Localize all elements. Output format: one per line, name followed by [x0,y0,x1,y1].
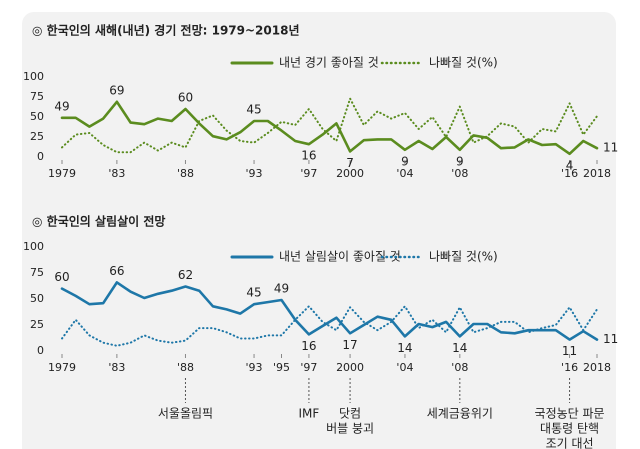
y-tick-label: 100 [23,240,44,253]
data-label: 11 [603,141,618,155]
y-tick-label: 100 [23,70,44,83]
annotation-text: IMF [299,407,320,421]
legend-label: 나빠질 것(%) [429,250,498,264]
y-tick-label: 75 [30,266,44,279]
data-label: 11 [562,344,577,358]
x-tick-label: '83 [108,167,125,180]
y-tick-label: 0 [37,150,44,163]
y-tick-label: 25 [30,318,44,331]
panel [22,12,616,449]
annotation-text: 조기 대선 [546,437,594,449]
chart-title: ◎ 한국인의 새해(내년) 경기 전망: 1979~2018년 [32,23,300,38]
data-label: 60 [178,91,193,105]
data-label: 14 [452,341,467,355]
series-line [60,100,599,156]
legend-label: 내년 경기 좋아질 것 [279,56,379,70]
y-tick-label: 75 [30,90,44,103]
annotation-text: 버블 붕괴 [326,422,374,436]
data-label: 17 [342,338,357,352]
data-label: 11 [603,332,618,346]
data-label: 9 [401,154,409,168]
x-tick-label: '97 [300,361,317,374]
y-tick-label: 50 [30,110,44,123]
data-label: 60 [54,270,69,284]
x-tick-label: 2000 [336,361,364,374]
x-tick-label: '88 [177,361,194,374]
annotation-text: 닷컴 [339,407,361,421]
x-tick-label: '88 [177,167,194,180]
annotation-text: 대통령 탄핵 [540,422,599,436]
data-label: 49 [274,282,289,296]
data-label: 16 [301,339,316,353]
x-tick-label: 1979 [48,167,76,180]
x-tick-label: '83 [108,361,125,374]
x-tick-label: 2018 [583,167,611,180]
data-label: 45 [246,286,261,300]
data-label: 16 [301,149,316,163]
annotation-text: 세계금융위기 [427,407,493,421]
data-label: 66 [109,264,124,278]
data-label: 62 [178,268,193,282]
x-tick-label: '04 [396,167,413,180]
x-tick-label: '08 [451,167,468,180]
x-tick-label: '93 [246,361,263,374]
data-label: 7 [346,156,354,170]
y-tick-label: 50 [30,292,44,305]
x-tick-label: '95 [273,361,290,374]
data-label: 45 [246,103,261,117]
data-label: 4 [566,158,574,172]
x-tick-label: '16 [561,167,578,180]
legend-label: 내년 살림살이 좋아질 것 [279,250,401,264]
legend-label: 나빠질 것(%) [429,56,498,70]
x-tick-label: '08 [451,361,468,374]
y-tick-label: 25 [30,130,44,143]
x-tick-label: 2018 [583,361,611,374]
x-tick-label: '16 [561,361,578,374]
x-tick-label: '04 [396,361,413,374]
data-label: 9 [456,154,464,168]
annotation-text: 서울올림픽 [158,407,213,421]
data-label: 49 [54,99,69,113]
series-line [60,281,599,341]
chart-title: ◎ 한국인의 살림살이 전망 [32,214,165,229]
data-label: 69 [109,83,124,97]
data-label: 14 [397,341,412,355]
x-tick-label: 2000 [336,167,364,180]
series-line [61,97,598,154]
x-tick-label: '93 [246,167,263,180]
x-tick-label: '97 [300,167,317,180]
y-tick-label: 0 [37,344,44,357]
annotation-text: 국정농단 파문 [535,407,605,421]
x-tick-label: 1979 [48,361,76,374]
